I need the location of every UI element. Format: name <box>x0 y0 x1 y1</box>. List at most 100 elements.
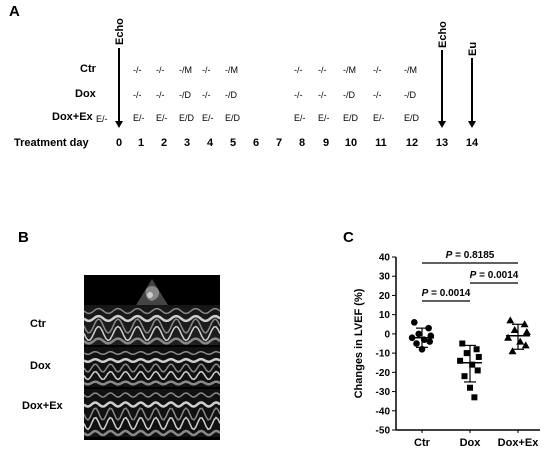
eu-arrow-day14-head <box>468 121 476 128</box>
data-point-ctr <box>415 330 422 338</box>
treatment-entry: -/M <box>404 65 417 75</box>
treatment-entry: E/D <box>179 113 195 123</box>
treatment-entry: -/M <box>225 65 238 75</box>
day-number-13: 13 <box>435 137 449 149</box>
treatment-entry: -/D <box>179 90 191 100</box>
y-tick-label: -50 <box>376 426 391 437</box>
treatment-entry: E/- <box>133 113 145 123</box>
echo-label-end: Echo <box>437 21 449 48</box>
data-point-dox <box>463 350 470 357</box>
echo-label-ctr: Ctr <box>30 318 46 330</box>
treatment-entry: E/- <box>373 113 385 123</box>
echo-label-start: Echo <box>114 18 126 45</box>
treatment-entry: -/- <box>318 65 327 75</box>
day-number-12: 12 <box>405 137 419 149</box>
eu-label: Eu <box>467 42 479 56</box>
y-tick-label: -20 <box>376 368 391 379</box>
y-tick-label: 20 <box>379 291 391 302</box>
day-number-3: 3 <box>183 137 191 149</box>
treatment-entry: -/M <box>343 65 356 75</box>
treatment-entry: -/M <box>179 65 192 75</box>
y-tick-label: -40 <box>376 406 391 417</box>
row-label-dox: Dox <box>75 88 96 100</box>
mmode-wall-trace <box>84 363 220 373</box>
day-number-4: 4 <box>206 137 214 149</box>
treatment-entry: E/- <box>202 113 214 123</box>
p-value-label: P = 0.0014 <box>470 270 519 281</box>
y-tick-label: 30 <box>379 272 391 283</box>
day-number-8: 8 <box>298 137 306 149</box>
echocardiogram-image <box>84 275 220 440</box>
data-point-ctr <box>426 338 433 345</box>
treatment-entry: -/- <box>318 90 327 100</box>
data-point-doxex <box>506 316 515 324</box>
data-point-dox <box>471 394 478 401</box>
p-value-label: P = 0.8185 <box>446 250 495 261</box>
data-point-ctr <box>413 340 420 347</box>
treatment-entry: -/- <box>294 65 303 75</box>
data-point-dox <box>474 367 481 374</box>
mmode-wall-trace <box>84 370 220 381</box>
data-point-dox <box>467 384 473 391</box>
treatment-entry: -/- <box>156 90 165 100</box>
data-point-ctr <box>411 319 418 326</box>
x-tick-label: Dox+Ex <box>498 437 540 449</box>
mmode-wall-trace <box>84 429 220 437</box>
mmode-wall-trace <box>84 337 220 345</box>
y-axis-label: Changes in LVEF (%) <box>353 288 365 398</box>
day-number-5: 5 <box>229 137 237 149</box>
data-point-dox <box>473 346 480 353</box>
treatment-entry: -/- <box>373 90 382 100</box>
treatment-entry: -/- <box>156 65 165 75</box>
mmode-wall-trace <box>84 406 220 422</box>
mmode-wall-trace <box>84 401 220 408</box>
treatment-entry: -/D <box>404 90 416 100</box>
data-point-dox <box>459 340 466 347</box>
y-tick-label: -30 <box>376 387 391 398</box>
x-tick-label: Dox <box>460 437 482 449</box>
treatment-entry: -/- <box>294 90 303 100</box>
y-tick-label: 0 <box>384 329 390 340</box>
panel-c-letter: C <box>343 229 354 246</box>
lvef-scatter-chart: 40 30 20 10 0 -10 -20 -30 -40 -50 Changes in LVEF … <box>353 250 540 449</box>
echo-arrow-day0-head <box>115 121 123 128</box>
treatment-entry: E/- <box>294 113 306 123</box>
mmode-wall-trace <box>84 318 220 334</box>
y-tick-label: 10 <box>379 310 391 321</box>
treatment-entry: -/- <box>133 90 142 100</box>
echo-label-dox: Dox <box>30 360 51 372</box>
mmode-wall-trace <box>84 416 220 431</box>
treatment-entry: -/D <box>225 90 237 100</box>
mmode-wall-trace <box>84 325 220 342</box>
echo-sector-inset <box>136 279 168 312</box>
row-label-dox-ex: Dox+Ex <box>52 111 93 123</box>
treatment-entry: E/- <box>318 113 330 123</box>
data-point-doxex <box>510 326 519 334</box>
day-number-2: 2 <box>160 137 168 149</box>
echo-arrow-day13-head <box>438 121 446 128</box>
x-tick-label: Ctr <box>414 437 431 449</box>
day-number-10: 10 <box>344 137 358 149</box>
data-point-doxex <box>520 320 529 328</box>
day-number-14: 14 <box>465 137 479 149</box>
data-point-doxex <box>508 347 517 355</box>
treatment-entry: -/- <box>202 90 211 100</box>
treatment-entry: E/D <box>343 113 359 123</box>
panel-b-letter: B <box>18 229 29 246</box>
treatment-day-label: Treatment day <box>14 137 89 149</box>
timeline-arrows: E/- Echo Echo Eu <box>96 18 479 128</box>
day-number-6: 6 <box>252 137 260 149</box>
mmode-wall-trace <box>84 380 220 386</box>
treatment-entry: E/- <box>156 113 168 123</box>
day-number-9: 9 <box>322 137 330 149</box>
mmode-wall-trace <box>84 357 220 364</box>
treatment-entry: -/- <box>133 65 142 75</box>
treatment-entry: -/D <box>343 90 355 100</box>
treatment-entry: E/D <box>225 113 241 123</box>
day-number-0: 0 <box>115 137 123 149</box>
data-point-dox <box>461 373 468 380</box>
data-point-dox <box>457 357 464 364</box>
treatment-entry: E/- <box>96 114 108 124</box>
treatment-entry: -/- <box>202 65 211 75</box>
p-value-label: P = 0.0014 <box>422 288 471 299</box>
